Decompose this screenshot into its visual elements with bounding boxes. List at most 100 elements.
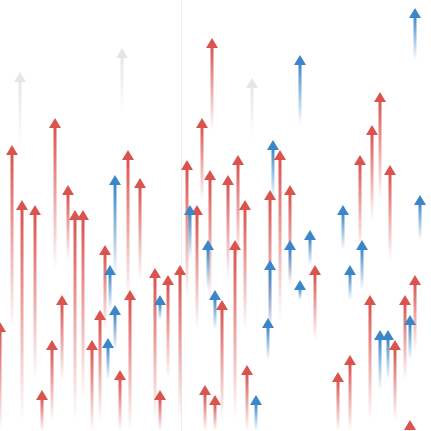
- arrow-shaft: [200, 126, 204, 200]
- arrow-head: [267, 140, 279, 150]
- arrow-shaft: [98, 318, 102, 420]
- arrow: [332, 372, 344, 431]
- arrow: [344, 355, 356, 431]
- arrow-shaft: [10, 153, 14, 330]
- arrow-head: [154, 390, 166, 400]
- arrow-head: [56, 295, 68, 305]
- arrow: [196, 118, 208, 200]
- arrow: [232, 155, 244, 260]
- arrow-head: [250, 395, 262, 405]
- arrow: [209, 395, 221, 431]
- arrow-head: [181, 160, 193, 170]
- arrow: [267, 140, 279, 200]
- arrow: [109, 175, 121, 280]
- arrow-shaft: [81, 218, 85, 400]
- arrow-shaft: [208, 178, 212, 300]
- arrow-shaft: [393, 348, 397, 420]
- arrow-head: [389, 340, 401, 350]
- arrow-shaft: [103, 253, 107, 330]
- arrow-shaft: [113, 313, 117, 350]
- arrow: [109, 305, 121, 350]
- arrow: [46, 340, 58, 420]
- arrow-head: [102, 338, 114, 348]
- arrow-shaft: [60, 303, 64, 380]
- arrow: [6, 145, 18, 330]
- arrow: [304, 230, 316, 265]
- arrow-shaft: [210, 46, 214, 130]
- arrow-head: [284, 185, 296, 195]
- arrow-shaft: [106, 346, 110, 380]
- arrow-head: [354, 155, 366, 165]
- arrow: [56, 295, 68, 380]
- arrow-shaft: [220, 308, 224, 420]
- arrow-head: [204, 170, 216, 180]
- arrow-head: [114, 370, 126, 380]
- arrow-head: [116, 48, 128, 58]
- arrow-head: [309, 265, 321, 275]
- arrow-head: [99, 245, 111, 255]
- arrow-shaft: [158, 303, 162, 320]
- arrow-head: [104, 265, 116, 275]
- arrow: [409, 275, 421, 350]
- arrow: [399, 295, 411, 380]
- arrow-head: [199, 385, 211, 395]
- arrow-shaft: [128, 298, 132, 431]
- arrow: [49, 118, 61, 270]
- arrow: [202, 240, 214, 290]
- arrow-head: [202, 240, 214, 250]
- arrow: [216, 300, 228, 420]
- arrow-shaft: [118, 378, 122, 431]
- arrow-shaft: [313, 273, 317, 340]
- arrow-shaft: [388, 173, 392, 260]
- arrow: [364, 295, 376, 420]
- arrow-shaft: [195, 213, 199, 330]
- arrow-head: [209, 395, 221, 405]
- arrow-head: [109, 305, 121, 315]
- arrow-head: [184, 205, 196, 215]
- arrow-head: [209, 290, 221, 300]
- arrow: [174, 265, 186, 420]
- arrow: [384, 165, 396, 260]
- arrow-head: [109, 175, 121, 185]
- arrow-shaft: [158, 398, 162, 431]
- arrow-shaft: [243, 208, 247, 330]
- arrow-shaft: [341, 213, 345, 250]
- arrow: [409, 8, 421, 60]
- arrow-head: [366, 125, 378, 135]
- arrow-head: [196, 118, 208, 128]
- arrow-head: [409, 275, 421, 285]
- arrow-head: [284, 240, 296, 250]
- arrow-head: [36, 390, 48, 400]
- arrow-shaft: [370, 133, 374, 220]
- arrow-head: [29, 205, 41, 215]
- arrow: [162, 275, 174, 380]
- arrow: [209, 290, 221, 330]
- arrow: [181, 160, 193, 300]
- arrow: [0, 322, 6, 431]
- arrow: [337, 205, 349, 250]
- arrow: [374, 92, 386, 200]
- arrow-head: [332, 372, 344, 382]
- arrow: [344, 265, 356, 300]
- arrow: [274, 150, 286, 320]
- arrow-shaft: [245, 373, 249, 431]
- arrow: [114, 370, 126, 431]
- arrow-head: [239, 200, 251, 210]
- arrow: [366, 125, 378, 220]
- arrow: [382, 330, 394, 380]
- arrow-head: [356, 240, 368, 250]
- arrow: [309, 265, 321, 340]
- arrow-shaft: [0, 330, 2, 431]
- arrow-shaft: [413, 283, 417, 350]
- arrow: [36, 390, 48, 431]
- arrow-shaft: [126, 158, 130, 300]
- arrow-head: [69, 210, 81, 220]
- arrow: [284, 240, 296, 280]
- arrow-head: [124, 290, 136, 300]
- arrow-head: [6, 145, 18, 155]
- arrow: [122, 150, 134, 300]
- arrow-shaft: [378, 338, 382, 390]
- arrow-head: [14, 72, 26, 82]
- arrow: [204, 170, 216, 300]
